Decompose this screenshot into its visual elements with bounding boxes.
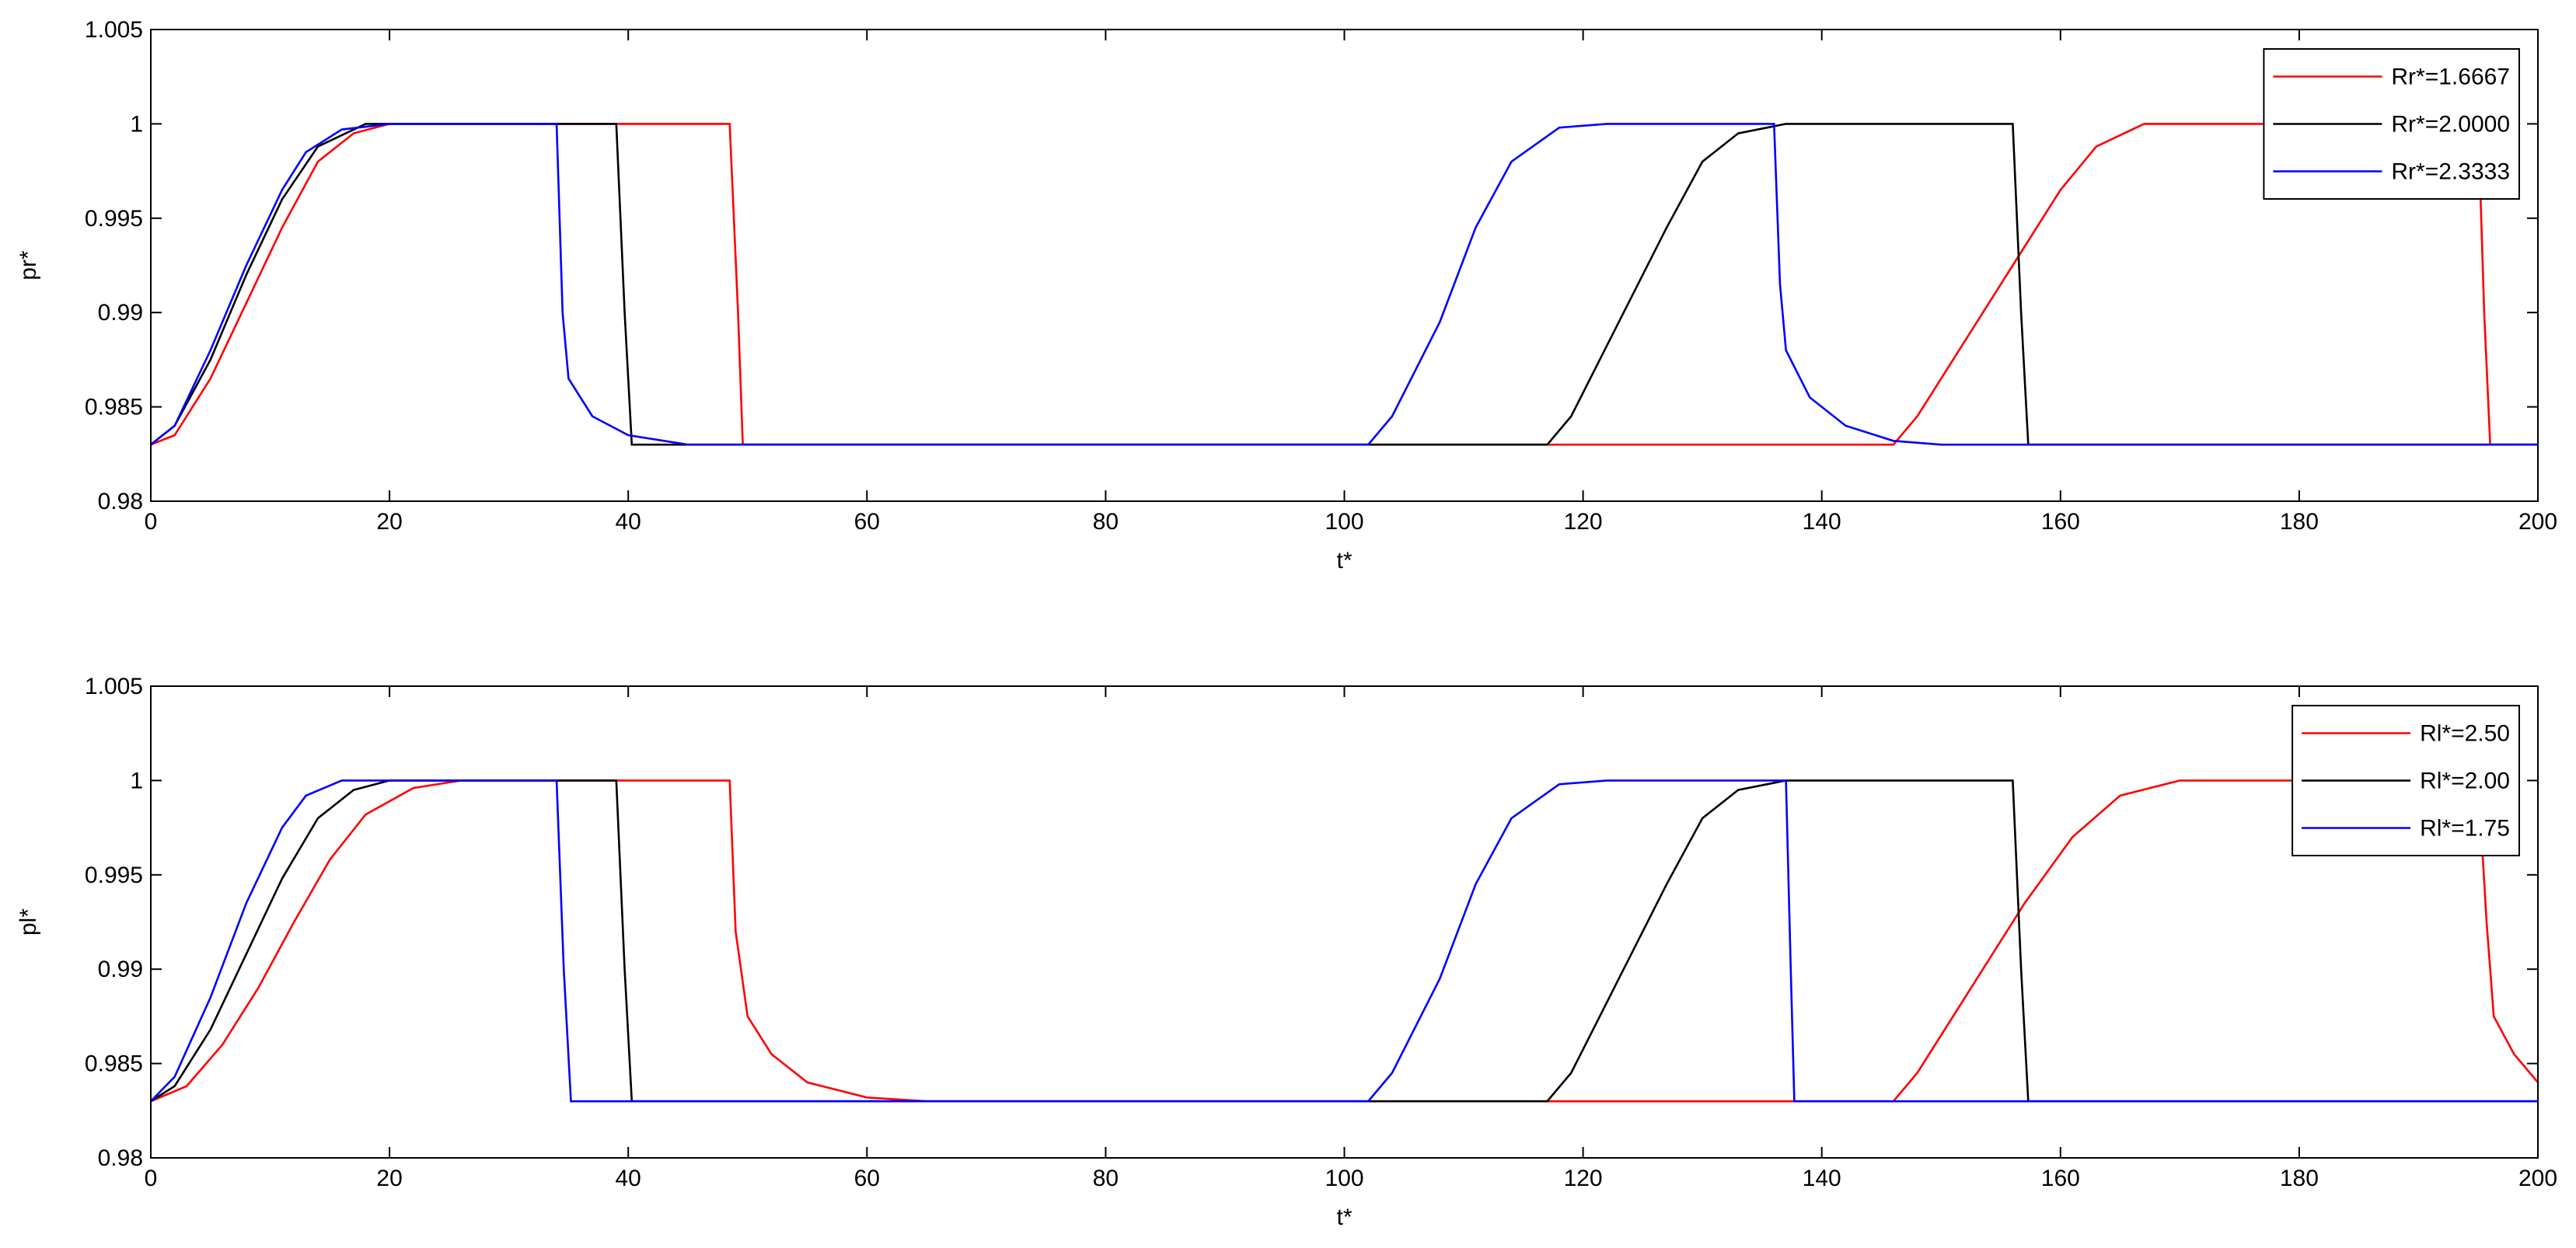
x-axis-label: t*	[1336, 548, 1352, 573]
legend-label: Rr*=2.3333	[2391, 159, 2510, 185]
x-tick-label: 120	[1564, 1166, 1603, 1191]
y-tick-label: 0.99	[98, 957, 143, 982]
y-tick-label: 1	[130, 111, 143, 137]
x-tick-label: 180	[2280, 1166, 2319, 1191]
x-tick-label: 200	[2518, 1166, 2557, 1191]
x-tick-label: 40	[616, 509, 641, 535]
x-tick-label: 20	[376, 509, 402, 535]
x-tick-label: 160	[2041, 1166, 2080, 1191]
x-tick-label: 140	[1803, 509, 1841, 535]
legend-label: Rl*=1.75	[2420, 816, 2510, 842]
legend-label: Rl*=2.50	[2420, 721, 2510, 747]
y-tick-label: 0.98	[98, 1145, 143, 1171]
x-tick-label: 80	[1093, 1166, 1119, 1191]
x-tick-label: 0	[145, 1166, 158, 1191]
x-tick-label: 120	[1564, 509, 1603, 535]
x-tick-label: 160	[2041, 509, 2080, 535]
y-tick-label: 0.985	[85, 1051, 143, 1077]
legend-label: Rr*=1.6667	[2391, 64, 2510, 90]
y-tick-label: 0.995	[85, 206, 143, 232]
y-axis-label: pr*	[16, 250, 41, 281]
y-tick-label: 0.98	[98, 489, 143, 514]
y-tick-label: 1.005	[85, 674, 143, 699]
y-axis-label: pl*	[16, 908, 41, 936]
x-tick-label: 100	[1325, 1166, 1363, 1191]
legend: Rr*=1.6667 Rr*=2.0000 Rr*=2.3333	[2263, 48, 2520, 200]
x-tick-label: 60	[854, 509, 880, 535]
data-line	[150, 123, 2538, 446]
x-tick-label: 200	[2518, 509, 2557, 535]
x-tick-label: 40	[616, 1166, 641, 1191]
legend-label: Rr*=2.0000	[2391, 112, 2510, 138]
y-tick-label: 0.995	[85, 863, 143, 888]
x-tick-label: 60	[854, 1166, 880, 1191]
x-axis-label: t*	[1336, 1204, 1352, 1230]
x-tick-label: 80	[1093, 509, 1119, 535]
axes: 0 20 40 60 80 100 120 140 160 180 200 0.98 0.985 0.99…	[16, 674, 2557, 1230]
plot-area	[151, 686, 2538, 1158]
x-tick-label: 140	[1803, 1166, 1841, 1191]
legend: Rl*=2.50 Rl*=2.00 Rl*=1.75	[2292, 705, 2520, 856]
y-tick-label: 1	[130, 768, 143, 793]
data-line	[150, 779, 2538, 1103]
x-tick-label: 0	[145, 509, 158, 535]
data-line	[150, 123, 2538, 446]
y-tick-label: 1.005	[85, 17, 143, 43]
axes: 0 20 40 60 80 100 120 140 160 180 200 0.98 0.985 0.99…	[16, 17, 2557, 573]
legend-label: Rl*=2.00	[2420, 769, 2510, 794]
x-tick-label: 180	[2280, 509, 2319, 535]
axes-box	[150, 29, 2539, 502]
axes-box	[150, 685, 2539, 1159]
x-tick-label: 20	[376, 1166, 402, 1191]
y-tick-label: 0.985	[85, 395, 143, 420]
plot-area	[151, 30, 2538, 501]
x-tick-label: 100	[1325, 509, 1363, 535]
y-tick-label: 0.99	[98, 300, 143, 326]
